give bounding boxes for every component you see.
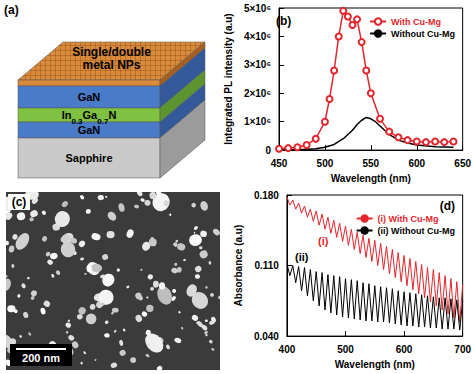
svg-text:Wavelength (nm): Wavelength (nm): [331, 173, 411, 184]
svg-text:500: 500: [337, 344, 354, 355]
svg-text:550: 550: [362, 158, 379, 169]
svg-text:With Cu-Mg: With Cu-Mg: [391, 17, 441, 27]
svg-text:0.110: 0.110: [254, 260, 279, 271]
svg-text:600: 600: [408, 158, 425, 169]
svg-text:2×10⁶: 2×10⁶: [244, 88, 271, 99]
svg-text:GaN: GaN: [78, 91, 101, 103]
svg-text:(ii) Without Cu-Mg: (ii) Without Cu-Mg: [378, 226, 455, 236]
svg-text:metal NPs: metal NPs: [82, 58, 140, 72]
svg-text:450: 450: [271, 158, 288, 169]
svg-text:(b): (b): [276, 14, 291, 28]
svg-text:400: 400: [279, 344, 296, 355]
svg-text:0.180: 0.180: [254, 190, 279, 201]
svg-text:1×10⁶: 1×10⁶: [244, 116, 271, 127]
svg-text:GaN: GaN: [78, 124, 101, 136]
svg-text:Wavelength (nm): Wavelength (nm): [335, 359, 415, 370]
svg-text:Single/double: Single/double: [72, 45, 151, 59]
svg-text:Sapphire: Sapphire: [65, 152, 112, 164]
svg-text:In0.3Ga0.7N: In0.3Ga0.7N: [61, 109, 117, 126]
svg-text:Absorbance (a.u): Absorbance (a.u): [233, 225, 244, 307]
svg-text:200 nm: 200 nm: [22, 352, 60, 364]
svg-text:5×10⁶: 5×10⁶: [244, 3, 271, 14]
svg-text:0.040: 0.040: [254, 331, 279, 342]
svg-text:650: 650: [454, 158, 471, 169]
svg-text:3×10⁶: 3×10⁶: [244, 59, 271, 70]
svg-text:4×10⁶: 4×10⁶: [244, 31, 271, 42]
svg-text:(i): (i): [318, 235, 329, 247]
svg-text:(c): (c): [12, 195, 27, 209]
svg-text:Without Cu-Mg: Without Cu-Mg: [391, 29, 455, 39]
svg-text:600: 600: [396, 344, 413, 355]
svg-text:(i) With Cu-Mg: (i) With Cu-Mg: [378, 214, 439, 224]
svg-text:(d): (d): [440, 199, 455, 213]
svg-text:500: 500: [317, 158, 334, 169]
svg-text:700: 700: [454, 344, 471, 355]
svg-text:Integrated PL intensity (a.u): Integrated PL intensity (a.u): [223, 13, 234, 145]
svg-text:0: 0: [265, 145, 271, 156]
svg-text:(ii): (ii): [295, 251, 309, 263]
svg-text:(a): (a): [4, 3, 19, 17]
